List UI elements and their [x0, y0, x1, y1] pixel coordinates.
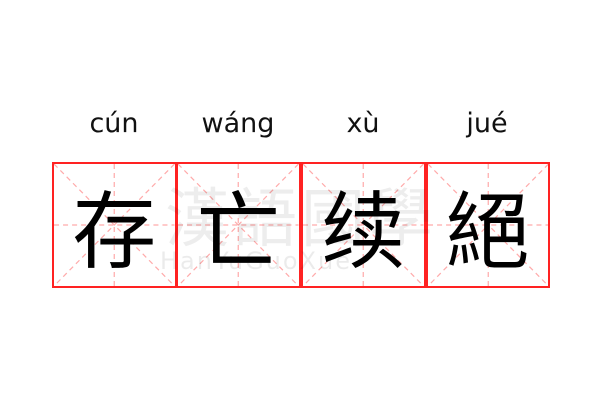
guide-lines: [178, 164, 299, 286]
pinyin-0: cún: [89, 108, 139, 139]
character: 亡: [196, 182, 281, 281]
character: 续: [321, 182, 406, 281]
watermark-chinese: 漢語國學: [165, 183, 437, 257]
guide-lines: [303, 164, 424, 286]
guide-lines: [427, 164, 548, 286]
character-cell: 续: [301, 162, 426, 288]
character-cell: 存: [52, 162, 177, 288]
guide-lines: [54, 164, 175, 286]
pinyin-2: xù: [346, 108, 380, 139]
watermark-latin: HanYuGuoXue: [160, 247, 352, 275]
character: 絕: [445, 182, 530, 281]
character-cell: 絕: [425, 162, 550, 288]
character-grid: 存 亡 续 絕: [52, 162, 550, 288]
pinyin-3: jué: [466, 108, 508, 139]
pinyin-1: wáng: [201, 108, 275, 139]
character-cell: 亡: [176, 162, 301, 288]
character: 存: [72, 182, 157, 281]
